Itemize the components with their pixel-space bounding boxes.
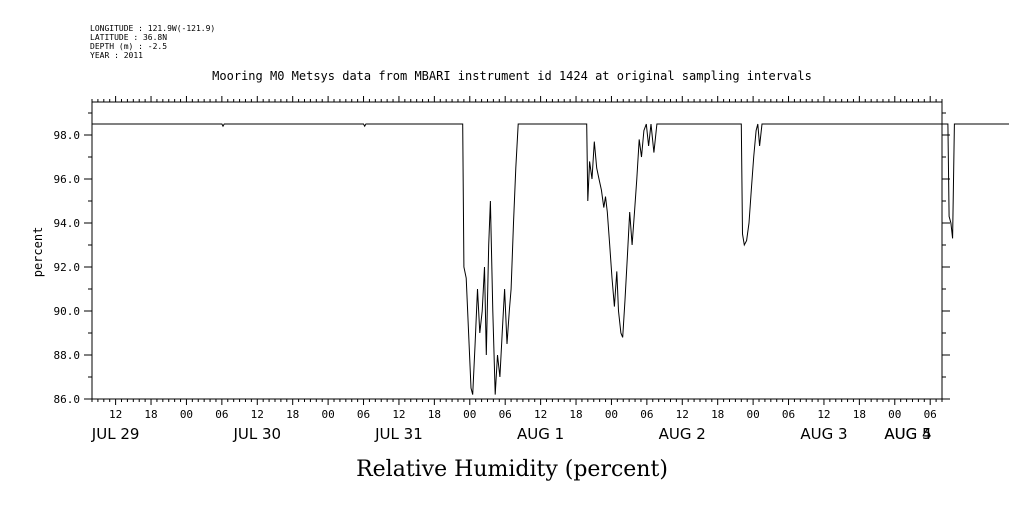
x-day-label: AUG 2 xyxy=(659,425,706,443)
x-tick-label: 06 xyxy=(499,408,512,421)
y-tick-label: 96.0 xyxy=(54,173,81,186)
y-tick-label: 94.0 xyxy=(54,217,81,230)
x-day-label: JUL 31 xyxy=(374,425,423,443)
x-axis-label: Relative Humidity (percent) xyxy=(356,457,668,482)
series-group xyxy=(92,123,1009,395)
header-meta: LONGITUDE : 121.9W(-121.9) LATITUDE : 36… xyxy=(90,24,215,60)
series-line xyxy=(92,123,1009,395)
y-tick-label: 98.0 xyxy=(54,129,81,142)
x-tick-label: 12 xyxy=(392,408,405,421)
x-tick-label: 18 xyxy=(569,408,582,421)
y-tick-label: 86.0 xyxy=(54,393,81,406)
x-tick-label: 06 xyxy=(215,408,228,421)
x-day-label: AUG 3 xyxy=(800,425,847,443)
x-day-label: AUG 5 xyxy=(884,425,931,443)
meta-longitude: LONGITUDE : 121.9W(-121.9) xyxy=(90,24,215,33)
x-tick-label: 00 xyxy=(180,408,193,421)
x-tick-label: 12 xyxy=(817,408,830,421)
meta-year: YEAR : 2011 xyxy=(90,51,143,60)
y-tick-label: 90.0 xyxy=(54,305,81,318)
chart-title: Mooring M0 Metsys data from MBARI instru… xyxy=(212,69,812,83)
x-tick-label: 06 xyxy=(924,408,937,421)
x-tick-label: 00 xyxy=(321,408,334,421)
x-tick-label: 12 xyxy=(534,408,547,421)
x-tick-label: 18 xyxy=(144,408,157,421)
x-tick-label: 00 xyxy=(605,408,618,421)
x-tick-label: 06 xyxy=(640,408,653,421)
x-tick-label: 12 xyxy=(676,408,689,421)
x-tick-label: 00 xyxy=(463,408,476,421)
x-day-label: AUG 4 xyxy=(884,425,931,443)
y-axis-label: percent xyxy=(31,227,45,278)
x-day-label: JUL 29 xyxy=(91,425,140,443)
y-tick-label: 88.0 xyxy=(54,349,81,362)
x-day-label: AUG 1 xyxy=(517,425,564,443)
meta-latitude: LATITUDE : 36.8N xyxy=(90,33,167,42)
x-tick-label: 00 xyxy=(888,408,901,421)
x-tick-label: 18 xyxy=(711,408,724,421)
x-tick-label: 06 xyxy=(782,408,795,421)
meta-depth: DEPTH (m) : -2.5 xyxy=(90,42,167,51)
x-tick-label: 00 xyxy=(746,408,759,421)
x-tick-label: 06 xyxy=(357,408,370,421)
x-day-label: JUL 30 xyxy=(232,425,281,443)
x-tick-label: 18 xyxy=(853,408,866,421)
x-tick-label: 12 xyxy=(251,408,264,421)
y-tick-label: 92.0 xyxy=(54,261,81,274)
x-tick-label: 18 xyxy=(286,408,299,421)
x-tick-label: 12 xyxy=(109,408,122,421)
x-tick-label: 18 xyxy=(428,408,441,421)
axes: 12 18 00 06 12 18 00 06 12 18 00 06 12 18 00 06 12 18 00 06… xyxy=(54,96,950,443)
